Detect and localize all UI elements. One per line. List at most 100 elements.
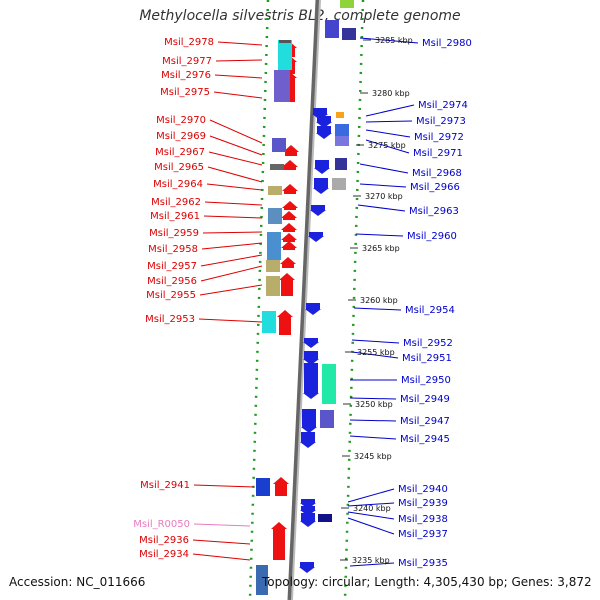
gene-label-msil-2950[interactable]: Msil_2950	[401, 375, 451, 386]
gene-label-msil-2971[interactable]: Msil_2971	[413, 148, 463, 159]
reverse-gene-arrow	[314, 160, 330, 174]
gene-label-msil-2939[interactable]: Msil_2939	[398, 498, 448, 509]
label-leader-line	[217, 41, 263, 46]
gene-label-msil-2955[interactable]: Msil_2955	[146, 290, 196, 301]
gene-box	[342, 28, 356, 40]
label-leader-line	[202, 231, 263, 234]
label-leader-line	[214, 74, 263, 79]
gene-label-msil-2935[interactable]: Msil_2935	[398, 558, 448, 569]
gene-label-msil-2972[interactable]: Msil_2972	[414, 132, 464, 143]
gene-label-msil-2963[interactable]: Msil_2963	[409, 206, 459, 217]
gene-label-msil-2962[interactable]: Msil_2962	[151, 197, 201, 208]
reverse-gene-arrow	[301, 409, 317, 433]
forward-gene-arrow	[281, 223, 297, 232]
gene-label-msil-2974[interactable]: Msil_2974	[418, 100, 468, 111]
gene-label-msil-2976[interactable]: Msil_2976	[161, 70, 211, 81]
gene-box	[256, 565, 268, 595]
label-leader-line	[365, 139, 410, 154]
label-leader-line	[351, 339, 400, 344]
label-leader-line	[198, 318, 263, 323]
map-title: Methylocella silvestris BL2, complete ge…	[139, 8, 461, 24]
gene-box	[279, 40, 291, 43]
reverse-gene-arrow	[303, 351, 319, 365]
gene-label-msil-2964[interactable]: Msil_2964	[153, 179, 203, 190]
kbp-tick-label: 3240 kbp	[353, 504, 391, 513]
gene-label-msil-2957[interactable]: Msil_2957	[147, 261, 197, 272]
gene-box	[274, 70, 290, 102]
label-leader-line	[349, 435, 397, 440]
gene-label-msil-2945[interactable]: Msil_2945	[400, 434, 450, 445]
label-leader-line	[347, 517, 395, 535]
gene-label-msil-2938[interactable]: Msil_2938	[398, 514, 448, 525]
gene-label-msil-2961[interactable]: Msil_2961	[150, 211, 200, 222]
gene-label-msil-2960[interactable]: Msil_2960	[407, 231, 457, 242]
gene-features	[256, 0, 356, 595]
reverse-gene-arrow	[303, 363, 319, 399]
gene-label-msil-2956[interactable]: Msil_2956	[147, 276, 197, 287]
gene-label-msil-2978[interactable]: Msil_2978	[164, 37, 214, 48]
gene-box	[278, 40, 292, 70]
gene-label-msil-2968[interactable]: Msil_2968	[412, 168, 462, 179]
label-leader-line	[347, 502, 395, 507]
gene-label-msil-2980[interactable]: Msil_2980	[422, 38, 472, 49]
gene-label-msil-2934[interactable]: Msil_2934	[139, 549, 189, 560]
gene-label-msil-2965[interactable]: Msil_2965	[154, 162, 204, 173]
right-strand-guide	[343, 0, 365, 600]
label-leader-line	[199, 284, 263, 296]
label-leaders	[192, 37, 419, 567]
forward-gene-arrow	[282, 201, 298, 210]
forward-gene-arrow	[282, 184, 298, 194]
label-leader-line	[349, 397, 397, 400]
gene-label-msil-2969[interactable]: Msil_2969	[156, 131, 206, 142]
gene-label-msil-2947[interactable]: Msil_2947	[400, 416, 450, 427]
gene-label-msil-2970[interactable]: Msil_2970	[156, 115, 206, 126]
label-leader-line	[215, 59, 263, 62]
gene-label-msil-2953[interactable]: Msil_2953	[145, 314, 195, 325]
gene-label-msil-r0050[interactable]: Msil_R0050	[133, 519, 190, 530]
gene-label-msil-2936[interactable]: Msil_2936	[139, 535, 189, 546]
gene-label-msil-2941[interactable]: Msil_2941	[140, 480, 190, 491]
label-leader-line	[347, 511, 395, 520]
gene-label-msil-2973[interactable]: Msil_2973	[416, 116, 466, 127]
gene-label-msil-2952[interactable]: Msil_2952	[403, 338, 453, 349]
label-leader-line	[192, 553, 251, 561]
gene-box	[336, 112, 344, 118]
gene-box	[322, 364, 336, 404]
gene-box	[266, 276, 280, 296]
label-leader-line	[349, 562, 395, 567]
gene-label-msil-2966[interactable]: Msil_2966	[410, 182, 460, 193]
gene-box	[318, 514, 332, 522]
gene-box	[335, 124, 349, 136]
gene-label-msil-2967[interactable]: Msil_2967	[155, 147, 205, 158]
gene-box	[268, 186, 282, 195]
label-leader-line	[192, 539, 251, 545]
label-leader-line	[359, 163, 409, 174]
kbp-tick-label: 3285 kbp	[375, 36, 413, 45]
gene-label-msil-2959[interactable]: Msil_2959	[149, 228, 199, 239]
label-leader-line	[359, 37, 419, 44]
label-leader-line	[209, 135, 263, 156]
accession-text: Accession: NC_011666	[9, 575, 146, 589]
reverse-gene-arrow	[316, 116, 332, 128]
label-leader-line	[193, 484, 255, 488]
kbp-tick-label: 3280 kbp	[372, 89, 410, 98]
gene-label-msil-2977[interactable]: Msil_2977	[162, 56, 212, 67]
gene-box	[268, 208, 282, 224]
gene-box	[320, 410, 334, 428]
gene-label-msil-2975[interactable]: Msil_2975	[160, 87, 210, 98]
gene-label-msil-2954[interactable]: Msil_2954	[405, 305, 455, 316]
label-leader-line	[365, 120, 413, 123]
forward-gene-arrow	[281, 211, 297, 220]
forward-gene-arrow	[273, 477, 289, 496]
kbp-ticks: 3285 kbp 3280 kbp 3275 kbp 3270 kbp 3265 kbp…	[340, 36, 413, 565]
gene-label-msil-2958[interactable]: Msil_2958	[148, 244, 198, 255]
gene-label-msil-2951[interactable]: Msil_2951	[402, 353, 452, 364]
reverse-gene-arrow	[313, 178, 329, 194]
label-leader-line	[203, 215, 263, 219]
gene-label-msil-2937[interactable]: Msil_2937	[398, 529, 448, 540]
gene-label-msil-2949[interactable]: Msil_2949	[400, 394, 450, 405]
reverse-gene-arrow	[310, 205, 326, 216]
label-leader-line	[200, 254, 263, 267]
gene-label-msil-2940[interactable]: Msil_2940	[398, 484, 448, 495]
